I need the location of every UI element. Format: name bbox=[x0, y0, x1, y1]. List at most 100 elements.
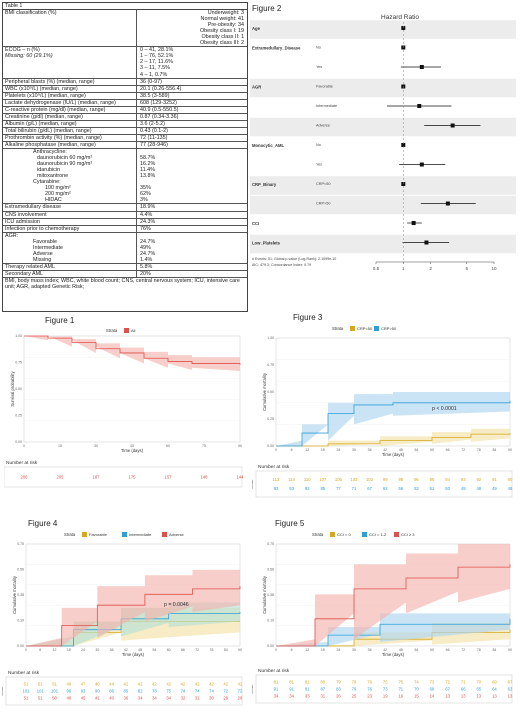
row-label-text: Favorable bbox=[33, 238, 57, 245]
risk-count: 90 bbox=[508, 477, 513, 482]
x-tick-label: 30 bbox=[352, 448, 356, 452]
row-value-line: 4 – 1, 0.7% bbox=[140, 71, 168, 78]
legend-swatch bbox=[394, 532, 399, 537]
row-value: 4.4% bbox=[140, 211, 153, 218]
row-value: 608 (129-3252) bbox=[137, 100, 247, 106]
risk-count: 78 bbox=[352, 680, 357, 685]
row-label: Anthracycline: daunorubicin 60 mg/m² dauno… bbox=[3, 149, 137, 204]
row-value-line: Underweight: 3 bbox=[207, 10, 244, 17]
risk-count: 82 bbox=[138, 689, 143, 694]
x-tick-label: 12 bbox=[305, 448, 309, 452]
risk-count: 29 bbox=[223, 696, 228, 701]
confidence-band bbox=[276, 427, 510, 446]
legend-label: All bbox=[131, 328, 136, 333]
risk-count: 76 bbox=[367, 680, 372, 685]
risk-count: 94 bbox=[445, 477, 450, 482]
risk-count: 103 bbox=[351, 477, 359, 482]
x-tick-label: 36 bbox=[368, 648, 372, 652]
risk-count: 102 bbox=[366, 477, 374, 482]
row-value: 18.9% bbox=[140, 204, 156, 211]
risk-count: 63 bbox=[508, 687, 513, 692]
table-row: ICU admission 24.3% bbox=[3, 218, 247, 226]
table-row: Platelets (x10⁹/L) (median, range) 38.5 (… bbox=[3, 92, 247, 100]
legend-label: CRP<50 bbox=[357, 326, 373, 331]
risk-count: 81 bbox=[305, 680, 310, 685]
risk-count: 42 bbox=[223, 682, 228, 687]
x-tick-label: 42 bbox=[383, 648, 387, 652]
risk-count: 157 bbox=[165, 475, 173, 480]
y-tick-label: 0.50 bbox=[15, 387, 22, 391]
row-label-text: Missing bbox=[33, 256, 52, 263]
p-value: p = 0.0046 bbox=[164, 602, 189, 608]
risk-y-label: Strata bbox=[252, 480, 254, 489]
row-value-line: 3.6 (2-5.2) bbox=[140, 120, 165, 127]
x-tick-label: 90 bbox=[238, 648, 242, 652]
hr-title: Hazard Ratio bbox=[381, 14, 419, 21]
x-tick-label: 90 bbox=[238, 444, 242, 448]
figure-1-title: Figure 1 bbox=[45, 316, 75, 325]
legend-label: CRP>50 bbox=[381, 326, 397, 331]
risk-count: 113 bbox=[273, 477, 280, 482]
risk-count: 42 bbox=[195, 682, 200, 687]
y-tick-label: 0.56 bbox=[267, 568, 274, 572]
x-tick-label: 72 bbox=[195, 648, 199, 652]
y-tick-label: 0.25 bbox=[15, 414, 22, 418]
x-tick-label: 0 bbox=[25, 648, 27, 652]
row-label: AGR: Favorable Intermediate Adverse Missing bbox=[3, 232, 137, 263]
row-value-line: Obesity class II: 1 bbox=[201, 34, 244, 41]
row-label-text: 100 mg/m² bbox=[45, 185, 71, 192]
risk-count: 44 bbox=[109, 682, 114, 687]
x-tick-label: 6 bbox=[39, 648, 41, 652]
legend-swatch bbox=[124, 328, 129, 333]
y-tick-label: 0.19 bbox=[17, 619, 24, 623]
figure-4-plot: Strata Favorable Intermediate Adverse Time (… bbox=[0, 526, 248, 718]
row-label-text: Peripheral blasts (%) (median, range) bbox=[5, 78, 95, 85]
forest-estimate-square bbox=[450, 123, 455, 128]
x-tick-label: 18 bbox=[321, 648, 325, 652]
risk-count: 47 bbox=[81, 682, 86, 687]
legend-label: CCI = 0 bbox=[337, 532, 351, 537]
legend-label: CCI ≥ 3 bbox=[401, 532, 415, 537]
x-tick-label: 12 bbox=[53, 648, 57, 652]
risk-count: 49 bbox=[461, 486, 466, 491]
x-tick-label: 84 bbox=[492, 648, 496, 652]
confidence-band bbox=[24, 336, 240, 371]
risk-count: 51 bbox=[24, 696, 29, 701]
risk-count: 26 bbox=[336, 694, 341, 699]
forest-level-label: Adverse bbox=[316, 124, 330, 128]
row-label-text: Platelets (x10⁹/L) (median, range) bbox=[5, 92, 86, 99]
risk-count: 91 bbox=[274, 687, 279, 692]
risk-count: 81 bbox=[274, 680, 279, 685]
risk-count: 99 bbox=[383, 477, 388, 482]
x-tick-label: 1 bbox=[402, 266, 405, 271]
x-tick-label: 0 bbox=[275, 648, 277, 652]
legend-label: CCI = 1-2 bbox=[369, 532, 387, 537]
risk-count: 34 bbox=[138, 696, 143, 701]
figure-3-title: Figure 3 bbox=[293, 313, 323, 322]
row-value: 3.6 (2-5.2) bbox=[137, 121, 247, 127]
row-label: C-reactive protein (mg/dl) (median, rang… bbox=[3, 106, 137, 113]
risk-count: 110 bbox=[304, 477, 311, 482]
y-tick-label: 1.00 bbox=[15, 334, 22, 338]
risk-count: 40 bbox=[109, 696, 114, 701]
y-tick-label: 0.25 bbox=[267, 417, 274, 421]
risk-table-frame bbox=[255, 674, 513, 704]
risk-count: 42 bbox=[152, 682, 157, 687]
row-label: Creatinine (g/dl) (median, range) bbox=[3, 113, 137, 120]
risk-count: 74 bbox=[209, 689, 214, 694]
row-label-text: mitoxantrone bbox=[37, 173, 69, 180]
figure-2-title: Figure 2 bbox=[252, 4, 282, 13]
row-label-text: C-reactive protein (mg/dl) (median, rang… bbox=[5, 106, 106, 113]
risk-count: 96 bbox=[66, 689, 71, 694]
forest-estimate-square bbox=[424, 240, 429, 245]
row-label: Peripheral blasts (%) (median, range) bbox=[3, 78, 137, 85]
risk-count: 70 bbox=[476, 680, 481, 685]
row-value: 76% bbox=[140, 225, 151, 232]
x-tick-label: 0.5 bbox=[373, 266, 380, 271]
x-axis-label: Time (days) bbox=[382, 452, 405, 457]
y-axis-label: Cumulative mortality bbox=[12, 575, 17, 614]
row-value-line: 77 (28-946) bbox=[140, 141, 168, 148]
row-label: Therapy related AML bbox=[3, 263, 137, 270]
risk-count: 68 bbox=[430, 687, 435, 692]
row-value: 0 – 41, 28.1% 1 – 76, 52.1% 2 – 17, 11.6% 3… bbox=[137, 47, 247, 77]
